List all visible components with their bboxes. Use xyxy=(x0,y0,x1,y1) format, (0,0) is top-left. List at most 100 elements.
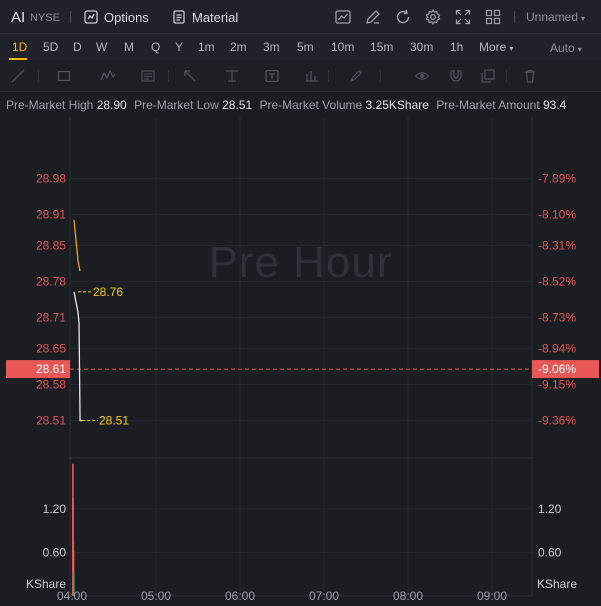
low-label: Pre-Market Low xyxy=(134,98,219,112)
layout-name: Unnamed xyxy=(526,10,579,24)
price-tick-label: 28.71 xyxy=(36,311,66,325)
text-block-icon[interactable] xyxy=(140,68,156,84)
text-tool-icon[interactable] xyxy=(264,68,280,84)
chart-icon[interactable] xyxy=(334,8,352,26)
period-tab-5d[interactable]: 5D xyxy=(43,40,59,54)
time-tick-label: 08:00 xyxy=(393,589,423,603)
line-tool-icon[interactable] xyxy=(10,68,26,84)
time-tick-label: 05:00 xyxy=(141,589,171,603)
auto-label: Auto xyxy=(550,41,575,55)
exchange-label: NYSE xyxy=(30,12,60,24)
eye-icon[interactable] xyxy=(414,68,430,84)
volume-value: 3.25KShare xyxy=(365,98,429,112)
period-tab-m[interactable]: M xyxy=(124,40,134,54)
period-tab-3m[interactable]: 3m xyxy=(263,40,280,54)
symbol-label[interactable]: AI xyxy=(11,9,26,26)
options-icon xyxy=(84,10,98,24)
rect-tool-icon[interactable] xyxy=(56,68,72,84)
options-button[interactable]: Options xyxy=(84,8,149,26)
divider xyxy=(38,70,39,82)
chevron-down-icon: ▾ xyxy=(581,14,586,23)
auto-scale-button[interactable]: Auto ▾ xyxy=(550,41,582,55)
drawing-toolbar xyxy=(0,60,601,92)
period-tab-y[interactable]: Y xyxy=(175,40,184,54)
period-tab-10m[interactable]: 10m xyxy=(331,40,355,54)
price-tick-label: 28.85 xyxy=(36,239,66,253)
price-tick-label: 28.78 xyxy=(36,275,66,289)
volume-label: Pre-Market Volume xyxy=(259,98,363,112)
layout-selector[interactable]: Unnamed ▾ xyxy=(526,10,585,24)
period-tab-15m[interactable]: 15m xyxy=(370,40,394,54)
document-icon xyxy=(173,10,185,24)
time-tick-label: 07:00 xyxy=(309,589,339,603)
more-label: More xyxy=(479,40,507,54)
volume-tick-label-right: 1.20 xyxy=(538,502,562,516)
amount-label: Pre-Market Amount xyxy=(436,98,540,112)
divider xyxy=(506,70,507,82)
volume-unit-right: KShare xyxy=(537,577,577,591)
divider xyxy=(328,70,329,82)
period-tab-5m[interactable]: 5m xyxy=(297,40,314,54)
price-tick-label: 28.51 xyxy=(36,414,66,428)
price-tick-label: 28.91 xyxy=(36,208,66,222)
period-tab-2m[interactable]: 2m xyxy=(230,40,247,54)
gear-icon[interactable] xyxy=(424,8,442,26)
material-button[interactable]: Material xyxy=(172,8,238,26)
period-tab-q[interactable]: Q xyxy=(151,40,161,54)
low-annotation-label: 28.51 xyxy=(99,414,129,428)
chevron-down-icon: ▾ xyxy=(577,45,582,54)
percent-tick-label: -8.94% xyxy=(538,341,576,355)
volume-tick-label: 0.60 xyxy=(43,545,67,559)
amount-value: 93.4 xyxy=(543,98,567,112)
high-value: 28.90 xyxy=(96,98,127,112)
average-price-line xyxy=(73,291,83,422)
period-tabs: Auto ▾ 1D 5D D W M Q Y 1m 2m 3m 5m 10m 15m 30m 1h More ▾ xyxy=(0,34,601,60)
price-line xyxy=(73,219,81,272)
fullscreen-icon[interactable] xyxy=(454,8,472,26)
current-price-tag xyxy=(6,360,70,379)
percent-tick-label: -8.10% xyxy=(538,208,576,222)
draw-icon[interactable] xyxy=(364,8,382,26)
arrow-tool-icon[interactable] xyxy=(182,68,198,84)
percent-tick-label: -9.36% xyxy=(538,414,576,428)
percent-tick-label: -8.73% xyxy=(538,311,576,325)
divider xyxy=(514,11,515,23)
period-tab-30m[interactable]: 30m xyxy=(410,40,434,54)
period-tab-1d[interactable]: 1D xyxy=(12,40,28,54)
time-tick-label: 06:00 xyxy=(225,589,255,603)
price-chart[interactable]: 28.98 -7.89% 28.91 -8.10% 28.85 -8.31% 28.78 -8… xyxy=(0,118,601,606)
grid-icon[interactable] xyxy=(484,8,502,26)
wave-tool-icon[interactable] xyxy=(100,68,116,84)
active-period-indicator xyxy=(9,58,27,60)
measure-tool-icon[interactable] xyxy=(304,68,320,84)
refresh-icon[interactable] xyxy=(394,8,412,26)
price-tick-label: 28.98 xyxy=(36,172,66,186)
divider xyxy=(70,11,71,23)
material-label: Material xyxy=(192,9,239,25)
options-label: Options xyxy=(104,9,149,25)
high-label: Pre-Market High xyxy=(6,98,94,112)
chevron-down-icon: ▾ xyxy=(509,44,514,53)
fib-tool-icon[interactable] xyxy=(224,68,240,84)
premarket-info: Pre-Market High 28.90 Pre-Market Low 28.… xyxy=(0,92,601,118)
brush-icon[interactable] xyxy=(348,68,364,84)
percent-tick-label: -7.89% xyxy=(538,172,576,186)
magnet-icon[interactable] xyxy=(448,68,464,84)
volume-tick-label-right: 0.60 xyxy=(538,545,562,559)
trash-icon[interactable] xyxy=(522,68,538,84)
more-periods-button[interactable]: More ▾ xyxy=(479,40,513,54)
current-price-label: 28.61 xyxy=(36,362,66,376)
copy-icon[interactable] xyxy=(480,68,496,84)
time-tick-label: 09:00 xyxy=(477,589,507,603)
period-tab-1m[interactable]: 1m xyxy=(198,40,215,54)
period-tab-d[interactable]: D xyxy=(73,40,82,54)
period-tab-w[interactable]: W xyxy=(96,40,108,54)
current-percent-label: -9.06% xyxy=(538,362,576,376)
current-percent-tag xyxy=(532,360,599,379)
divider xyxy=(380,70,381,82)
percent-tick-label: -9.15% xyxy=(538,378,576,392)
volume-bar xyxy=(73,576,75,596)
divider xyxy=(168,70,169,82)
top-bar: AI NYSE Options Material xyxy=(0,0,601,34)
period-tab-1h[interactable]: 1h xyxy=(450,40,464,54)
